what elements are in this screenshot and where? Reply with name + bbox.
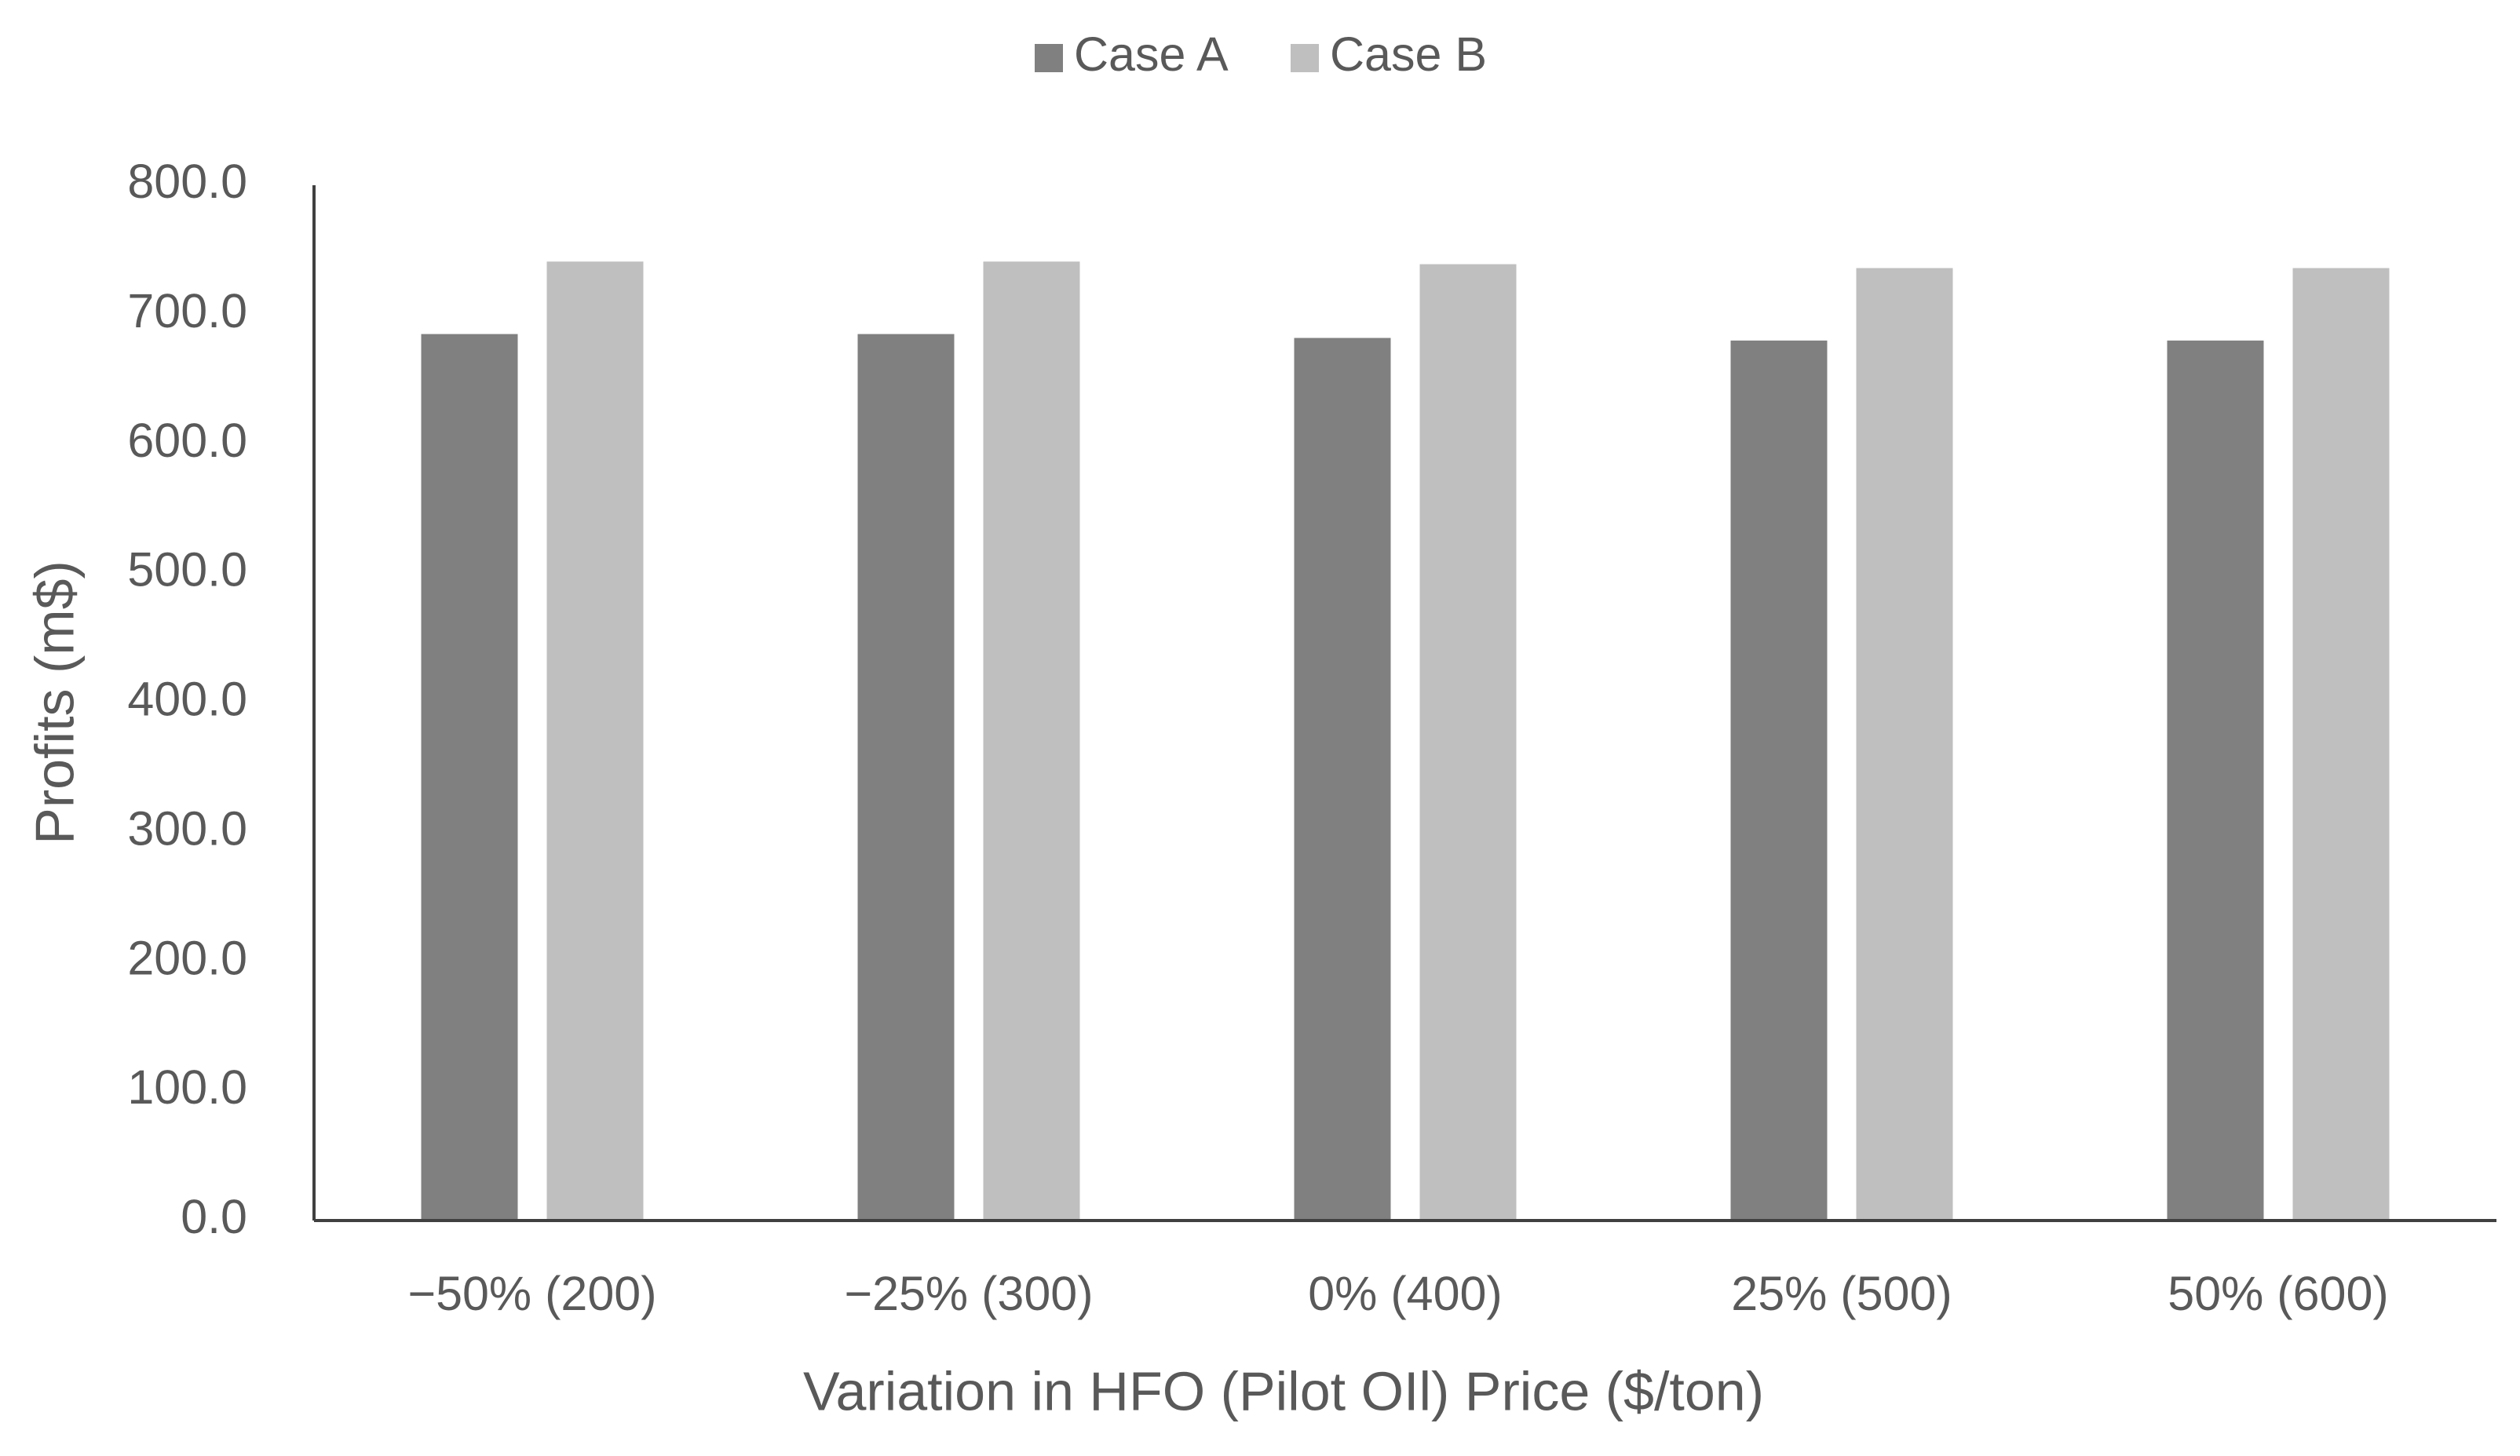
legend-label: Case A [1074, 27, 1229, 81]
x-tick-label: 0% (400) [1308, 1267, 1503, 1320]
y-tick-label: 0.0 [181, 1190, 247, 1243]
x-tick-label: −25% (300) [844, 1267, 1093, 1320]
x-tick-label: 50% (600) [2168, 1267, 2388, 1320]
x-tick-label: 25% (500) [1731, 1267, 1952, 1320]
bar [857, 334, 955, 1221]
bar [2292, 268, 2390, 1221]
y-axis-title: Profits (m$) [24, 560, 85, 845]
bar [421, 334, 518, 1221]
y-tick-label: 300.0 [127, 801, 247, 855]
bar [1294, 338, 1391, 1221]
bar [983, 261, 1080, 1221]
legend-swatch [1035, 44, 1063, 72]
bar [546, 261, 644, 1221]
bar [1856, 268, 1953, 1221]
x-tick-label: −50% (200) [407, 1267, 656, 1320]
bar [2167, 340, 2264, 1221]
y-tick-label: 500.0 [127, 543, 247, 597]
y-tick-label: 100.0 [127, 1060, 247, 1114]
y-tick-label: 600.0 [127, 414, 247, 467]
bar [1730, 340, 1828, 1221]
legend-label: Case B [1330, 27, 1487, 81]
y-tick-label: 800.0 [127, 155, 247, 208]
y-tick-label: 400.0 [127, 673, 247, 726]
y-tick-label: 700.0 [127, 284, 247, 338]
bar [1419, 264, 1517, 1221]
y-tick-label: 200.0 [127, 931, 247, 984]
x-axis-title: Variation in HFO (Pilot OIl) Price ($/to… [803, 1360, 1764, 1421]
legend-swatch [1291, 44, 1319, 72]
